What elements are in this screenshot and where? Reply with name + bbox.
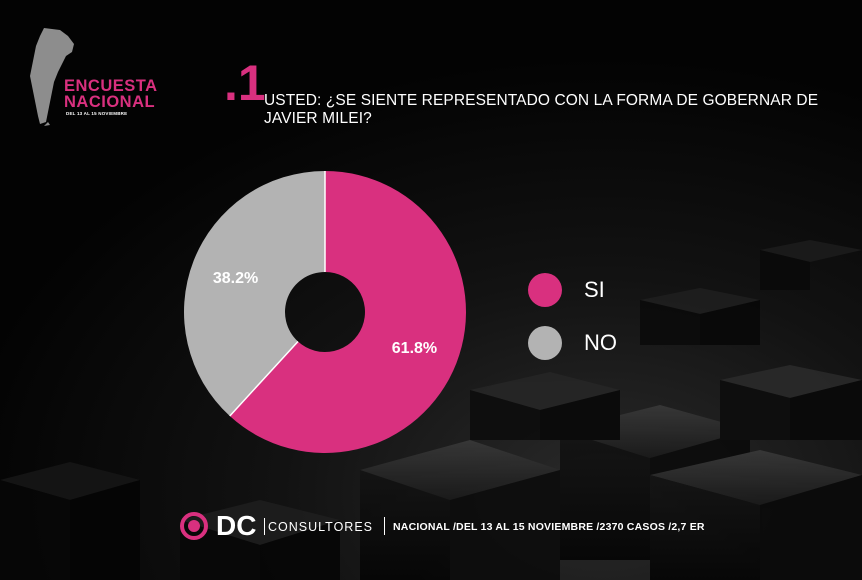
company-name: CONSULTORES <box>268 520 374 534</box>
legend-swatch-si <box>528 273 562 307</box>
legend-label-si: SI <box>584 277 605 302</box>
data-label-si: 61.8% <box>392 340 437 357</box>
brand-subtitle: DEL 13 AL 15 NOVIEMBRE <box>66 111 128 116</box>
question-text: USTED: ¿SE SIENTE REPRESENTADO CON LA FO… <box>264 92 819 127</box>
logo-divider <box>264 518 265 535</box>
data-label-no: 38.2% <box>213 270 258 287</box>
brand-title-line1: ENCUESTA <box>64 77 158 95</box>
brand-title: ENCUESTA NACIONAL <box>64 77 158 111</box>
legend-swatch-no <box>528 326 562 360</box>
survey-info: NACIONAL /DEL 13 AL 15 NOVIEMBRE /2370 C… <box>393 521 705 533</box>
question-number: .1 <box>224 55 266 111</box>
brand-title-line2: NACIONAL <box>64 93 156 111</box>
footer: DC CONSULTORES NACIONAL /DEL 13 AL 15 NO… <box>180 510 820 542</box>
legend-label-no: NO <box>584 330 617 355</box>
logo-dc-text: DC <box>216 510 257 541</box>
slice-si <box>229 171 466 454</box>
dc-logo-icon <box>180 512 208 540</box>
slice-separator <box>229 340 299 417</box>
slice-no <box>183 171 325 416</box>
footer-divider <box>384 517 385 535</box>
argentina-map-icon <box>30 28 74 126</box>
